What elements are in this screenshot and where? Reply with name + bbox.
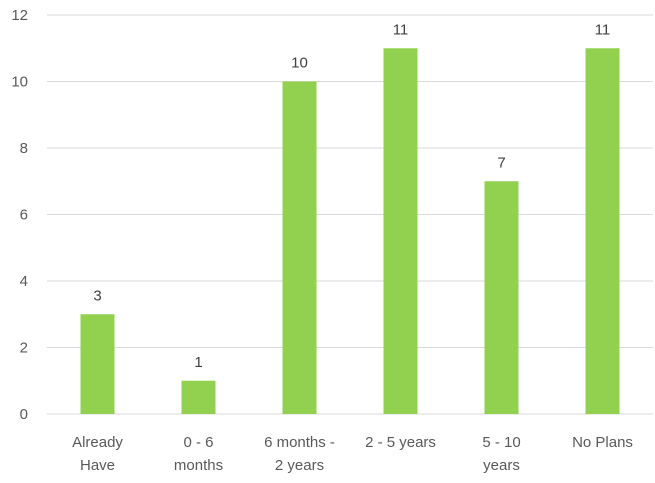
y-tick-label: 4 — [20, 273, 28, 290]
x-tick-label: 2 - 5 years — [365, 434, 436, 451]
x-tick-label-line: 2 - 5 years — [365, 434, 436, 451]
y-axis: 0 2 4 6 8 10 12 — [11, 7, 28, 423]
x-tick-label: Already Have — [72, 434, 123, 474]
x-tick-label-line: Have — [80, 457, 115, 474]
data-label: 11 — [595, 21, 611, 38]
x-tick-label-line: No Plans — [572, 434, 633, 451]
y-tick-label: 2 — [20, 340, 28, 357]
bar — [585, 48, 620, 414]
x-tick-label-line: Already — [72, 434, 123, 451]
x-tick-label: 6 months - 2 years — [264, 434, 335, 474]
bar — [383, 48, 418, 414]
x-tick-label-line: years — [483, 457, 520, 474]
x-tick-label: 5 - 10 years — [482, 434, 520, 474]
y-tick-label: 6 — [20, 207, 28, 224]
data-label: 3 — [93, 287, 101, 304]
bar — [282, 81, 317, 414]
data-label: 7 — [497, 154, 505, 171]
x-tick-label-line: 5 - 10 — [482, 434, 520, 451]
x-tick-label: 0 - 6 months — [174, 434, 223, 474]
data-label: 11 — [393, 21, 409, 38]
y-tick-label: 10 — [11, 74, 28, 91]
x-tick-label-line: 2 years — [275, 457, 324, 474]
x-tick-label-line: 0 - 6 — [183, 434, 213, 451]
x-axis: Already Have 0 - 6 months 6 months - 2 years 2… — [72, 434, 633, 474]
gridlines — [47, 14, 653, 415]
y-tick-label: 0 — [20, 406, 28, 423]
bar — [484, 181, 519, 414]
y-tick-label: 8 — [20, 140, 28, 157]
bars — [80, 48, 620, 414]
x-tick-label: No Plans — [572, 434, 633, 451]
x-tick-label-line: 6 months - — [264, 434, 335, 451]
y-tick-label: 12 — [11, 7, 28, 24]
data-label: 10 — [291, 55, 308, 72]
bar — [80, 314, 115, 414]
bar — [181, 380, 216, 414]
data-labels: 3 1 10 11 7 11 — [93, 21, 610, 371]
x-tick-label-line: months — [174, 457, 223, 474]
data-label: 1 — [194, 354, 202, 371]
